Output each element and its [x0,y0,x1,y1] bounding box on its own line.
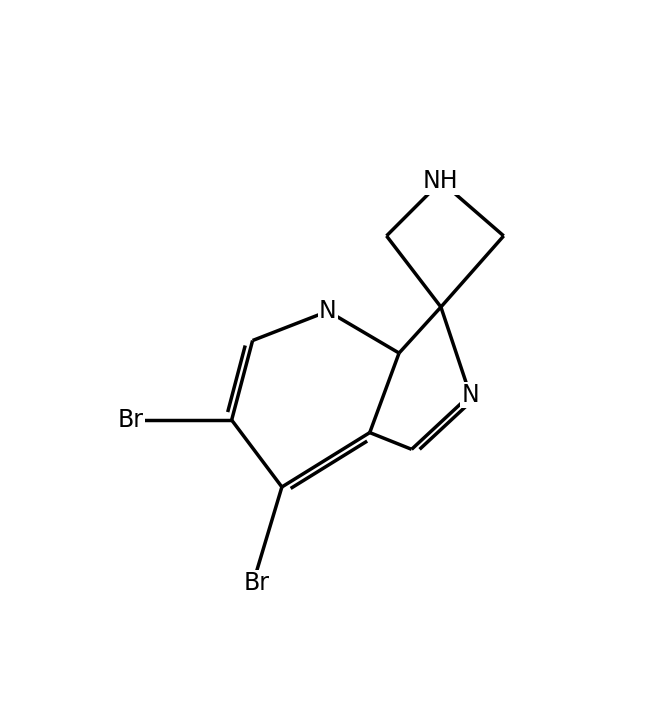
Text: Br: Br [244,571,270,594]
Text: N: N [461,383,479,407]
Text: Br: Br [118,408,144,432]
Text: NH: NH [423,169,459,193]
Text: N: N [319,299,337,323]
